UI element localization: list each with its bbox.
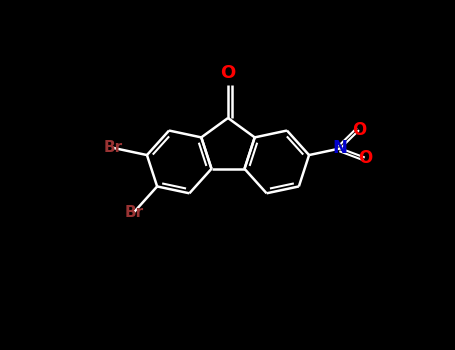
- Text: O: O: [352, 121, 366, 139]
- Text: Br: Br: [124, 205, 143, 220]
- Text: O: O: [220, 64, 236, 82]
- Text: N: N: [333, 139, 348, 158]
- Text: Br: Br: [103, 140, 122, 155]
- Text: O: O: [358, 148, 372, 167]
